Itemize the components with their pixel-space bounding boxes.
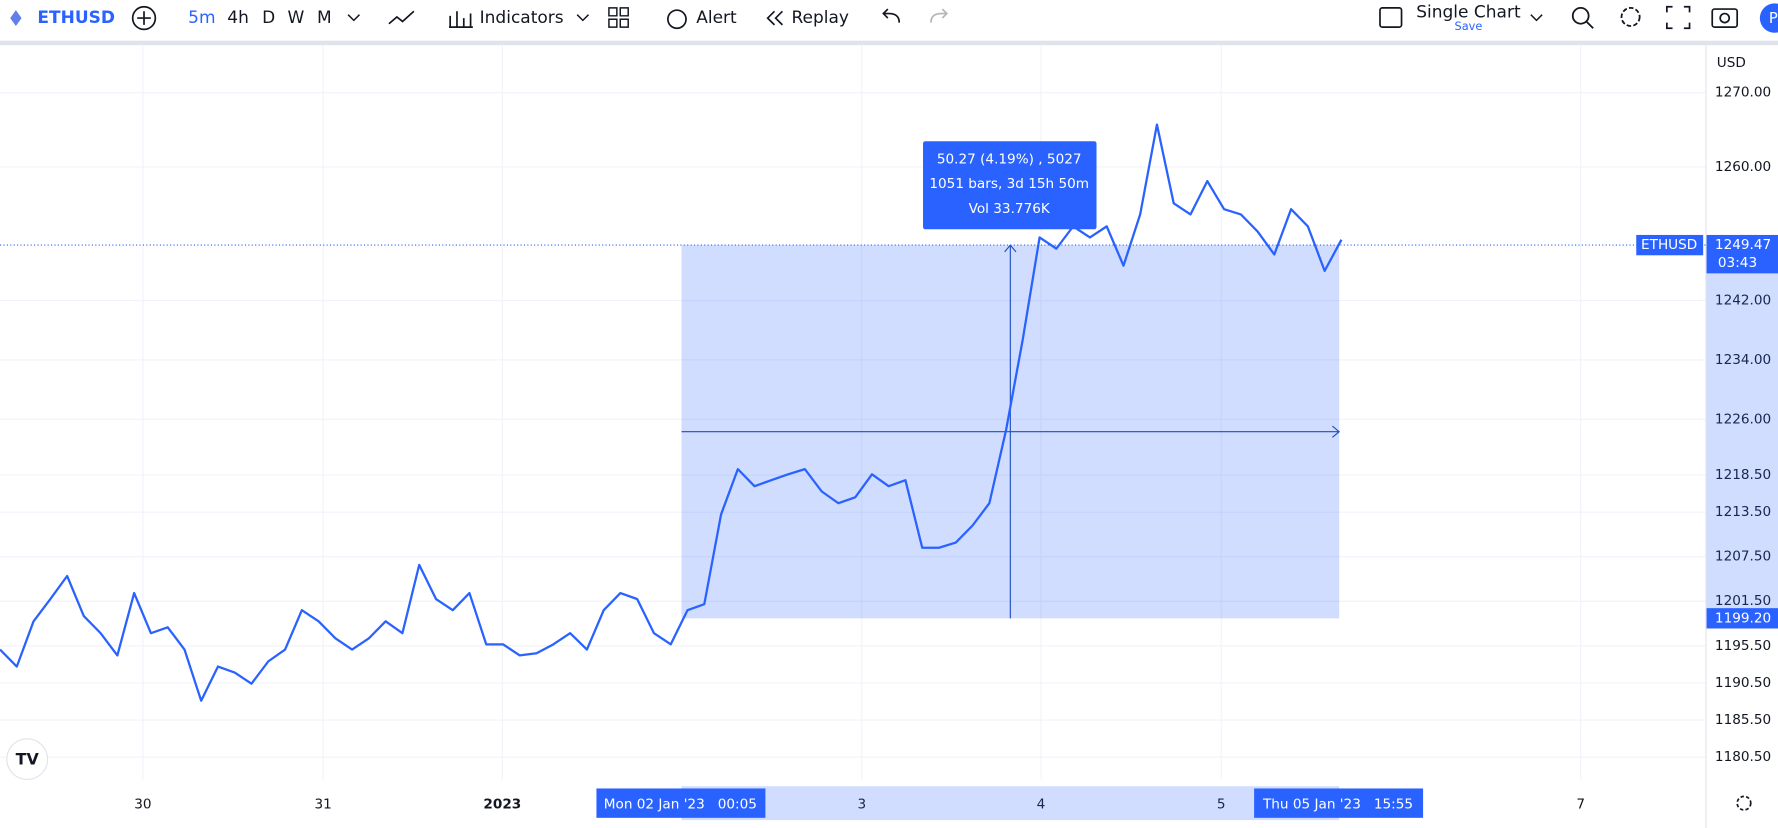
price-line xyxy=(0,123,1343,702)
search-handle xyxy=(1585,20,1594,29)
logo[interactable] xyxy=(6,738,49,780)
y-tick-label: 1270.00 xyxy=(1715,85,1771,101)
x-tick-label: 5 xyxy=(1217,796,1226,812)
layout-icon[interactable] xyxy=(1379,7,1403,28)
interval[interactable]: M xyxy=(317,8,332,28)
x-tick-label: 30 xyxy=(134,796,151,812)
low-price: 1199.20 xyxy=(1715,610,1771,626)
symbol-icon xyxy=(10,10,22,26)
symbol-label-bg xyxy=(1636,234,1704,256)
y-tick-label: 1234.00 xyxy=(1715,352,1771,368)
y-tick-label: 1226.00 xyxy=(1715,411,1771,427)
indicators-icon xyxy=(449,11,473,28)
price-axis-border xyxy=(1705,45,1707,828)
toolbar-border xyxy=(0,40,1778,46)
last-price: 1249.47 xyxy=(1715,237,1771,253)
toolbar xyxy=(0,0,1778,41)
alert[interactable]: Alert xyxy=(696,8,737,28)
x-tick-label: 3 xyxy=(857,796,866,812)
replay[interactable]: Replay xyxy=(791,8,849,28)
snapshot[interactable] xyxy=(1711,8,1739,28)
y-tick-label: 1218.50 xyxy=(1715,467,1771,483)
templates[interactable] xyxy=(608,7,629,28)
redo[interactable] xyxy=(930,8,949,23)
interval[interactable]: 5m xyxy=(188,8,215,28)
start-time: Mon 02 Jan '23 00:05 xyxy=(604,796,757,812)
axis-settings[interactable] xyxy=(1736,795,1752,811)
interval[interactable]: 4h xyxy=(227,8,249,28)
y-tick-label: 1260.00 xyxy=(1715,159,1771,175)
indicators-menu[interactable] xyxy=(576,14,590,22)
axis-range xyxy=(1706,245,1778,619)
low-price-bg xyxy=(1706,608,1778,629)
currency[interactable]: USD xyxy=(1717,55,1746,71)
symbol-label: ETHUSD xyxy=(1641,237,1697,253)
settings[interactable] xyxy=(1620,7,1641,27)
logo-text: TV xyxy=(16,750,40,769)
x-tick-label: 7 xyxy=(1576,796,1585,812)
x-tick-label: 4 xyxy=(1037,796,1046,812)
interval[interactable]: W xyxy=(288,8,305,28)
replay-icon xyxy=(766,10,784,26)
avatar-letter: P xyxy=(1769,10,1778,27)
measure-text: Vol 33.776K xyxy=(969,201,1051,217)
layout[interactable]: Single Chart xyxy=(1416,2,1521,22)
end-time-bg xyxy=(1254,788,1424,818)
y-tick-label: 1180.50 xyxy=(1715,749,1771,765)
symbol[interactable]: ETHUSD xyxy=(37,8,115,28)
alert-icon xyxy=(667,9,687,30)
measure-text: 50.27 (4.19%) , 5027 xyxy=(937,151,1082,167)
undo[interactable] xyxy=(882,8,901,23)
y-tick-label: 1195.50 xyxy=(1715,638,1771,654)
y-tick-label: 1190.50 xyxy=(1715,675,1771,691)
x-tick-label: 31 xyxy=(315,796,332,812)
y-tick-label: 1201.50 xyxy=(1715,593,1771,609)
measure-text: 1051 bars, 3d 15h 50m xyxy=(929,176,1089,192)
last-price-bg xyxy=(1706,234,1778,274)
y-tick-label: 1242.00 xyxy=(1715,293,1771,309)
measure-tooltip xyxy=(923,141,1097,230)
indicators[interactable]: Indicators xyxy=(480,8,564,28)
interval[interactable]: D xyxy=(262,8,275,28)
start-time-bg xyxy=(596,788,766,818)
fullscreen[interactable] xyxy=(1666,5,1691,30)
interval-menu[interactable] xyxy=(347,14,360,22)
countdown: 03:43 xyxy=(1718,255,1757,271)
save[interactable]: Save xyxy=(1455,20,1483,33)
avatar[interactable] xyxy=(1759,3,1778,33)
search[interactable] xyxy=(1571,7,1590,25)
snapshot-lens xyxy=(1719,12,1731,24)
layout-menu[interactable] xyxy=(1530,14,1543,22)
add-icon xyxy=(137,11,151,25)
add-symbol[interactable] xyxy=(131,5,157,31)
x-tick-label: 2023 xyxy=(483,796,521,812)
y-tick-label: 1185.50 xyxy=(1715,712,1771,728)
end-time: Thu 05 Jan '23 15:55 xyxy=(1262,796,1413,812)
y-tick-label: 1207.50 xyxy=(1715,549,1771,565)
y-tick-label: 1213.50 xyxy=(1715,504,1771,520)
time-range xyxy=(681,786,1340,821)
chart-type[interactable] xyxy=(388,10,415,25)
